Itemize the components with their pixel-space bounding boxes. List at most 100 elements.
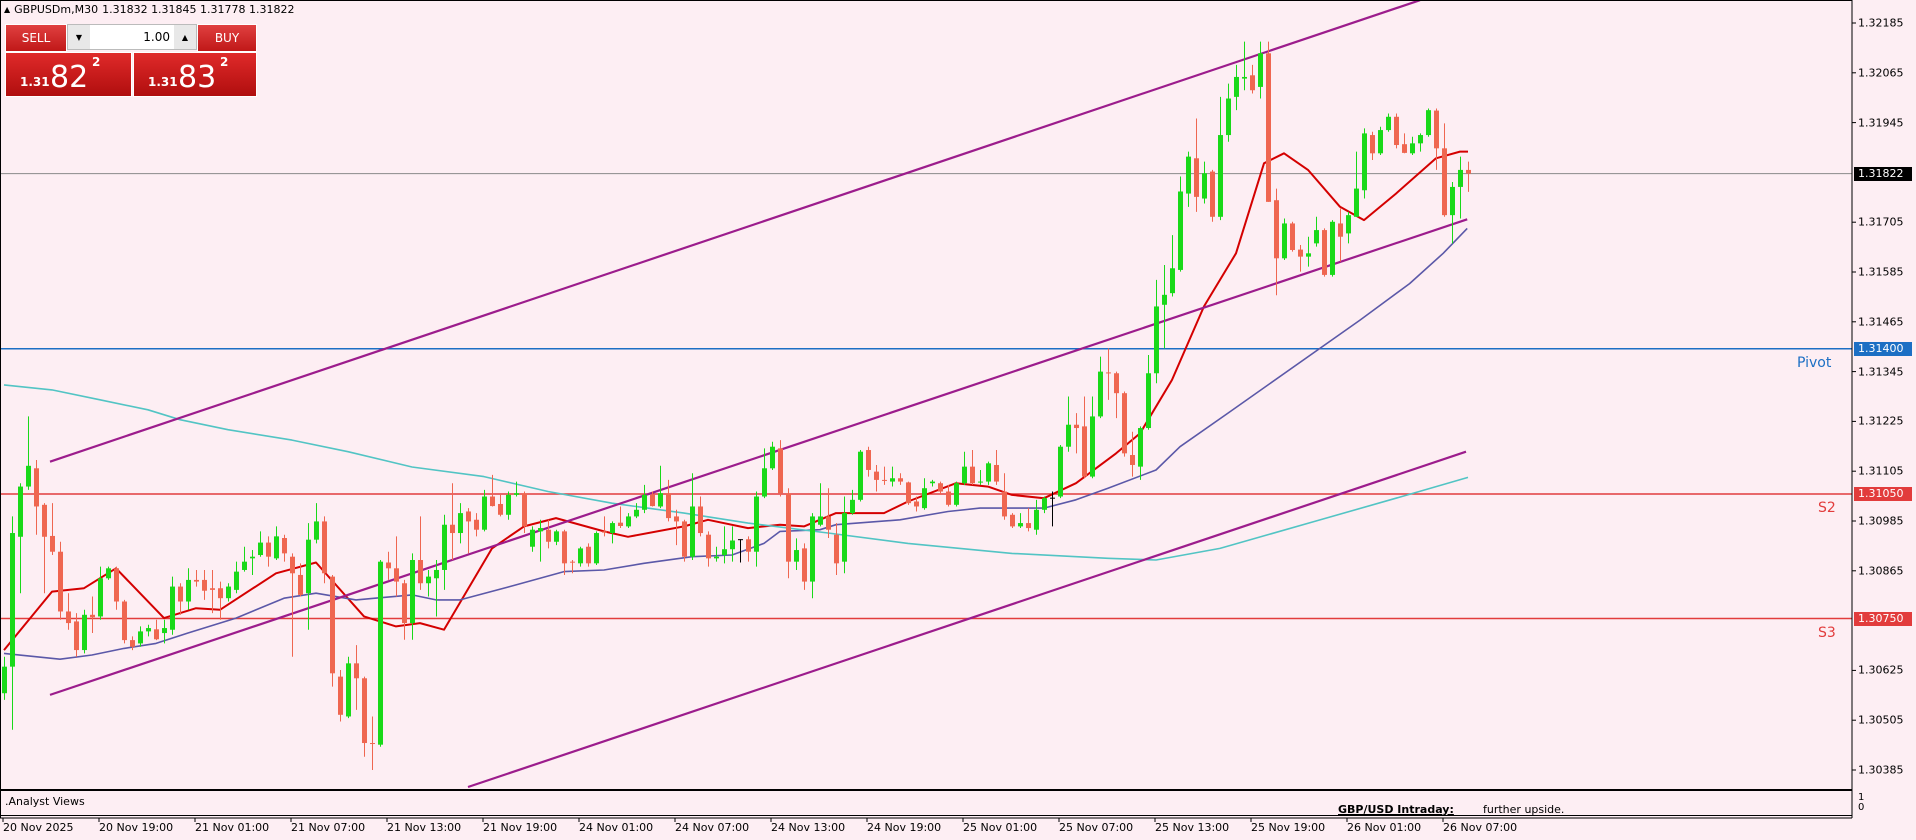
candle-body xyxy=(234,571,239,590)
price-tick-label: 1.31225 xyxy=(1858,414,1904,428)
candle-body xyxy=(98,578,103,617)
candle-body xyxy=(1458,169,1463,187)
level-name-s3: S3 xyxy=(1818,624,1836,641)
candle-body xyxy=(530,529,535,547)
buy-button[interactable]: BUY xyxy=(197,24,257,52)
candle xyxy=(1090,396,1095,479)
lot-size-stepper[interactable]: ▼ 1.00 ▲ xyxy=(67,24,197,50)
collapse-triangle-icon[interactable]: ▲ xyxy=(4,5,11,14)
candle-body xyxy=(466,511,471,522)
candle-body xyxy=(930,481,935,484)
candle xyxy=(698,496,703,537)
time-tick-label: 24 Nov 01:00 xyxy=(579,821,654,834)
sell-price-button[interactable]: 1.31 82 2 xyxy=(5,52,132,97)
candle xyxy=(250,550,255,575)
candle xyxy=(2,656,7,700)
candle-body xyxy=(378,561,383,745)
candle-body xyxy=(178,586,183,602)
moving-average-fast xyxy=(3,150,1468,651)
candle-body xyxy=(298,574,303,595)
candle xyxy=(1138,426,1143,480)
candle-body xyxy=(978,481,983,483)
candle-body xyxy=(474,519,479,530)
candle xyxy=(202,569,207,600)
candle xyxy=(1458,156,1463,219)
candle-body xyxy=(626,516,631,527)
candle-body xyxy=(722,549,727,556)
trendline-channel-upper xyxy=(49,0,1421,463)
candle xyxy=(442,514,447,590)
candle-body xyxy=(138,631,143,644)
lot-decrease-icon[interactable]: ▼ xyxy=(68,25,90,49)
candle-body xyxy=(394,568,399,582)
candle xyxy=(474,513,479,537)
candle-body xyxy=(794,550,799,562)
sell-button[interactable]: SELL xyxy=(5,24,67,52)
candle xyxy=(146,624,151,637)
level-price-label-s3: 1.30750 xyxy=(1854,611,1912,626)
candle xyxy=(994,450,999,485)
candle-body xyxy=(82,614,87,651)
candle xyxy=(1370,131,1375,160)
candle xyxy=(842,496,847,574)
candle-body xyxy=(1218,135,1223,217)
buy-price-button[interactable]: 1.31 83 2 xyxy=(133,52,257,97)
moving-average-slow xyxy=(3,384,1469,561)
candle xyxy=(186,568,191,610)
candle-body xyxy=(1394,116,1399,146)
candle-body xyxy=(450,524,455,534)
price-tick-label: 1.31945 xyxy=(1858,116,1904,130)
candle-body xyxy=(1466,169,1471,174)
candle-body xyxy=(994,464,999,482)
candle xyxy=(226,583,231,602)
channel-lines[interactable] xyxy=(49,0,1468,789)
candle-body xyxy=(210,588,215,590)
candle-body xyxy=(186,579,191,602)
trendline-channel-middle xyxy=(49,218,1468,696)
candle xyxy=(834,523,839,575)
moving-averages xyxy=(3,150,1469,660)
lot-increase-icon[interactable]: ▲ xyxy=(174,25,196,49)
candle xyxy=(642,484,647,514)
candle-body xyxy=(770,446,775,469)
candle xyxy=(506,491,511,520)
time-tick-label: 24 Nov 13:00 xyxy=(771,821,846,834)
candle-body xyxy=(1322,230,1327,275)
candle xyxy=(66,593,71,630)
buy-price-pips: 83 xyxy=(178,60,217,95)
candle-body xyxy=(618,522,623,526)
candle xyxy=(1202,161,1207,204)
candle xyxy=(746,536,751,562)
candle-body xyxy=(154,629,159,640)
candle xyxy=(906,481,911,505)
candle xyxy=(450,483,455,561)
lot-size-input[interactable]: 1.00 xyxy=(143,30,170,44)
candle-body xyxy=(602,531,607,533)
candle-body xyxy=(650,494,655,507)
candle xyxy=(882,466,887,485)
candle xyxy=(658,465,663,509)
candle xyxy=(130,636,135,651)
time-tick-label: 26 Nov 07:00 xyxy=(1443,821,1518,834)
candle xyxy=(802,543,807,590)
candle-body xyxy=(258,542,263,556)
candle xyxy=(1314,216,1319,247)
candle xyxy=(1010,513,1015,529)
sell-price-fraction: 2 xyxy=(92,55,101,69)
candle-body xyxy=(1114,373,1119,394)
candle-body xyxy=(786,493,791,562)
candle-body xyxy=(642,494,647,510)
candle xyxy=(1210,169,1215,222)
candle-body xyxy=(1074,424,1079,429)
candle xyxy=(498,494,503,517)
candle-body xyxy=(1314,230,1319,244)
candle xyxy=(578,546,583,567)
candle-body xyxy=(362,678,367,744)
candle xyxy=(234,561,239,594)
candle-body xyxy=(986,463,991,482)
candle-body xyxy=(426,576,431,584)
candle-body xyxy=(338,676,343,715)
candle xyxy=(554,529,559,546)
candle-body xyxy=(802,548,807,582)
